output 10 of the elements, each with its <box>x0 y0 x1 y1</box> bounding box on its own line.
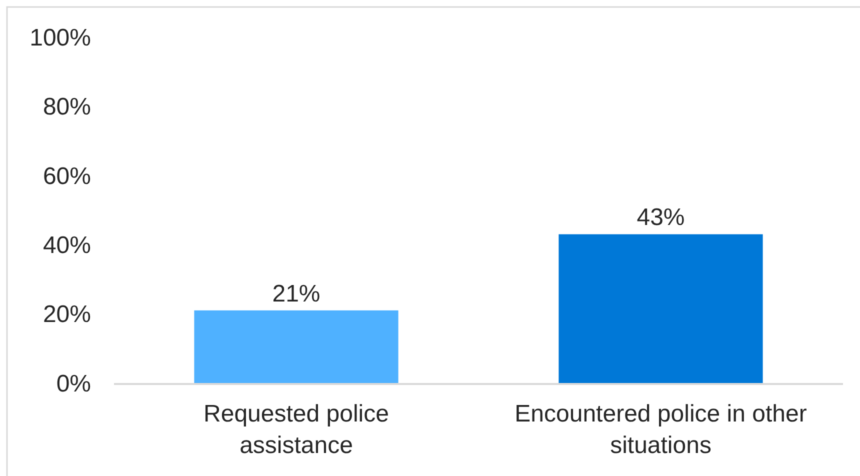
data-label: 21% <box>272 280 320 308</box>
y-tick-label: 60% <box>42 162 91 190</box>
y-tick-label: 100% <box>30 24 91 52</box>
data-label: 43% <box>636 204 685 232</box>
y-tick-label: 80% <box>42 94 91 121</box>
x-tick-label: Requested police assistance <box>204 400 389 459</box>
y-tick-label: 40% <box>42 232 91 259</box>
y-tick-label: 20% <box>42 301 91 328</box>
y-tick-label: 0% <box>56 370 91 398</box>
x-tick-label: Encountered police in other situations <box>514 400 807 459</box>
